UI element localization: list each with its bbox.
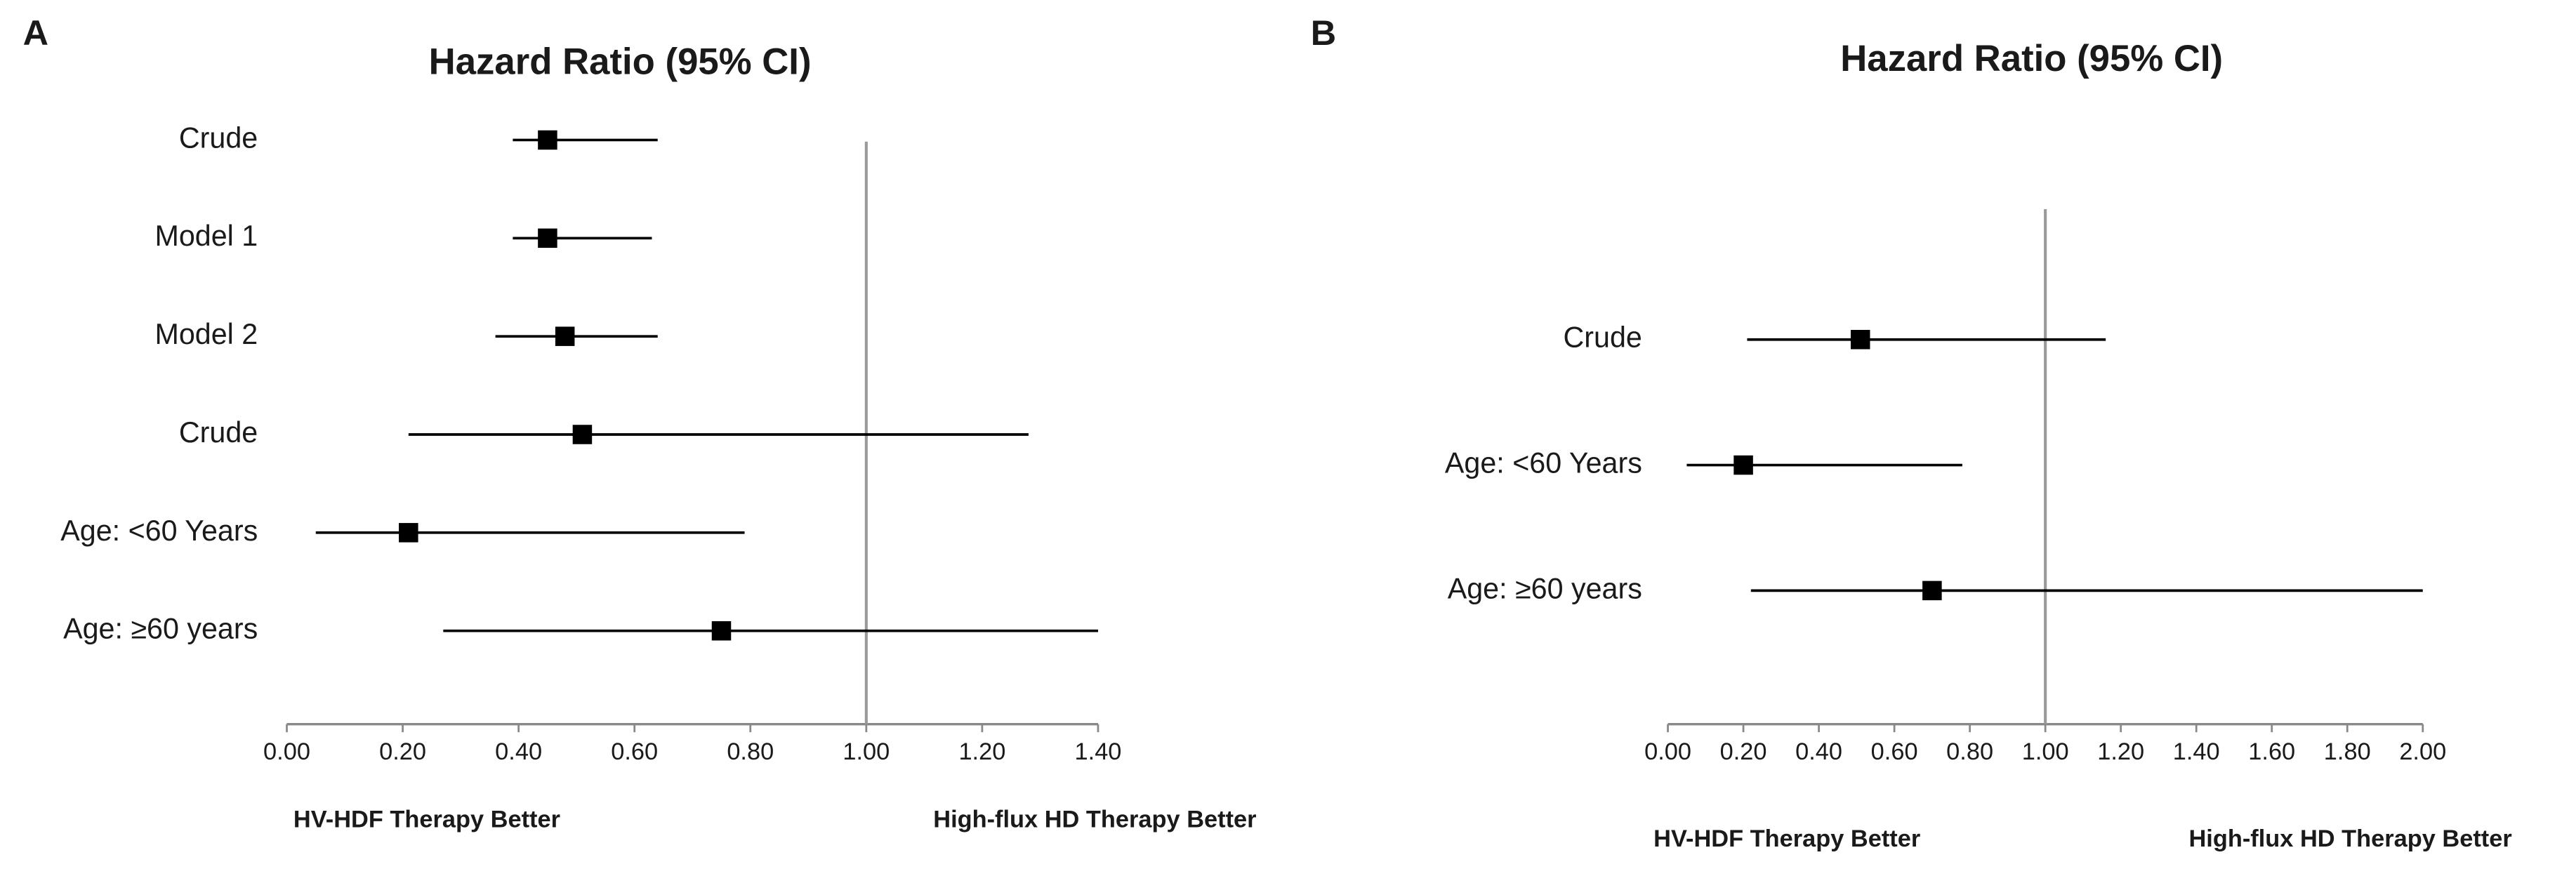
x-tick-label: 0.00 <box>263 738 310 765</box>
left-note: HV-HDF Therapy Better <box>1653 825 1920 852</box>
category-label: Model 2 <box>154 318 258 350</box>
point-estimate <box>711 621 732 641</box>
point-estimate <box>399 523 418 543</box>
category-label: Age: ≥60 years <box>63 613 258 645</box>
point-estimate <box>1733 455 1753 475</box>
x-tick-label: 0.60 <box>611 738 658 765</box>
x-tick-label: 1.40 <box>1075 738 1122 765</box>
x-tick-label: 1.80 <box>2324 738 2371 765</box>
x-tick-label: 1.20 <box>2097 738 2144 765</box>
x-tick-label: 0.20 <box>1720 738 1767 765</box>
x-tick-label: 0.80 <box>727 738 774 765</box>
category-label: Crude <box>1564 321 1642 354</box>
category-label: Crude <box>179 121 258 154</box>
x-tick-label: 0.40 <box>1795 738 1842 765</box>
chart-title: Hazard Ratio (95% CI) <box>1840 38 2223 79</box>
x-tick-label: 0.00 <box>1644 738 1691 765</box>
left-note: HV-HDF Therapy Better <box>293 806 560 832</box>
panel-label: A <box>23 13 48 53</box>
category-label: Age: <60 Years <box>60 515 258 547</box>
x-tick-label: 0.60 <box>1871 738 1918 765</box>
right-note: High-flux HD Therapy Better <box>933 806 1256 832</box>
x-tick-label: 1.60 <box>2248 738 2295 765</box>
point-estimate <box>538 228 557 248</box>
category-label: Crude <box>179 416 258 449</box>
x-tick-label: 1.40 <box>2173 738 2220 765</box>
x-tick-label: 2.00 <box>2399 738 2446 765</box>
point-estimate <box>538 130 557 150</box>
category-label: Model 1 <box>154 220 258 252</box>
x-tick-label: 0.80 <box>1946 738 1993 765</box>
chart-title: Hazard Ratio (95% CI) <box>429 41 812 83</box>
category-label: Age: <60 Years <box>1445 446 1642 479</box>
x-tick-label: 0.40 <box>495 738 542 765</box>
point-estimate <box>1850 329 1870 350</box>
x-tick-label: 1.00 <box>2022 738 2069 765</box>
panel-label: B <box>1311 13 1336 53</box>
point-estimate <box>1922 581 1942 601</box>
right-note: High-flux HD Therapy Better <box>2188 825 2511 852</box>
x-tick-label: 1.00 <box>843 738 890 765</box>
category-label: Age: ≥60 years <box>1448 572 1642 604</box>
point-estimate <box>572 425 593 444</box>
x-tick-label: 1.20 <box>958 738 1005 765</box>
x-tick-label: 0.20 <box>379 738 426 765</box>
point-estimate <box>555 326 575 346</box>
